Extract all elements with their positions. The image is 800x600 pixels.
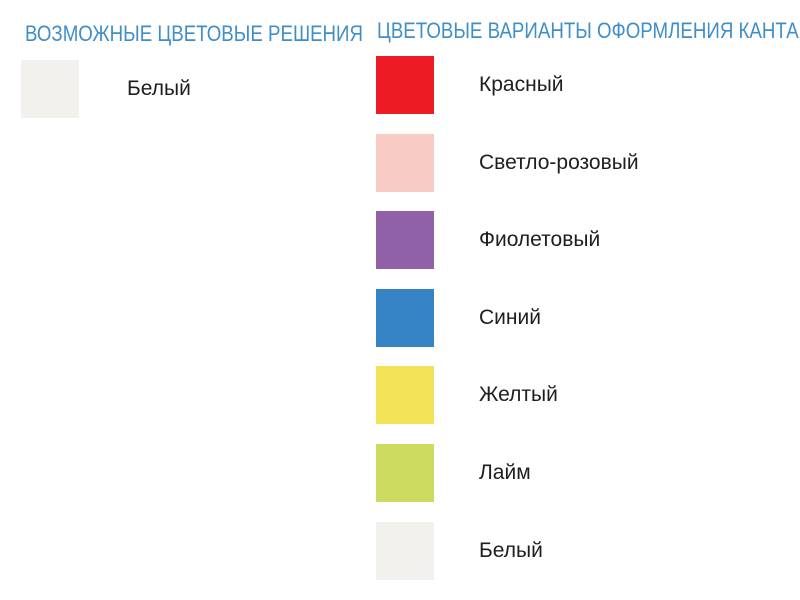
piping-color-list: Красный Светло-розовый Фиолетовый Синий … <box>376 56 639 580</box>
color-label-white: Белый <box>479 538 543 562</box>
section-title-piping-colors: ЦВЕТОВЫЕ ВАРИАНТЫ ОФОРМЛЕНИЯ КАНТА <box>377 18 799 43</box>
color-option-row-light-pink: Светло-розовый <box>376 133 639 192</box>
color-label-light-pink: Светло-розовый <box>479 150 639 174</box>
color-label-red: Красный <box>479 73 564 96</box>
color-option-row-yellow: Желтый <box>376 366 639 425</box>
color-swatch-yellow <box>376 366 434 425</box>
product-color-list: Белый <box>21 60 191 118</box>
color-option-row-lime: Лайм <box>376 443 639 502</box>
color-swatch-red <box>376 56 434 114</box>
color-option-row-white: Белый <box>21 60 191 118</box>
color-swatch-light-pink <box>376 133 434 192</box>
color-swatch-white <box>21 60 79 118</box>
color-swatch-white <box>376 521 434 580</box>
color-label-lime: Лайм <box>479 460 531 484</box>
color-swatch-blue <box>376 288 434 347</box>
color-label-blue: Синий <box>479 305 541 329</box>
color-label-white: Белый <box>127 77 191 100</box>
color-option-row-red: Красный <box>376 56 639 114</box>
color-swatch-lime <box>376 443 434 502</box>
color-option-row-blue: Синий <box>376 288 639 347</box>
section-title-product-colors: ВОЗМОЖНЫЕ ЦВЕТОВЫЕ РЕШЕНИЯ <box>25 21 364 46</box>
color-label-purple: Фиолетовый <box>479 228 601 252</box>
color-label-yellow: Желтый <box>479 383 558 407</box>
color-swatch-purple <box>376 211 434 270</box>
color-option-row-purple: Фиолетовый <box>376 211 639 270</box>
color-option-row-white: Белый <box>376 521 639 580</box>
